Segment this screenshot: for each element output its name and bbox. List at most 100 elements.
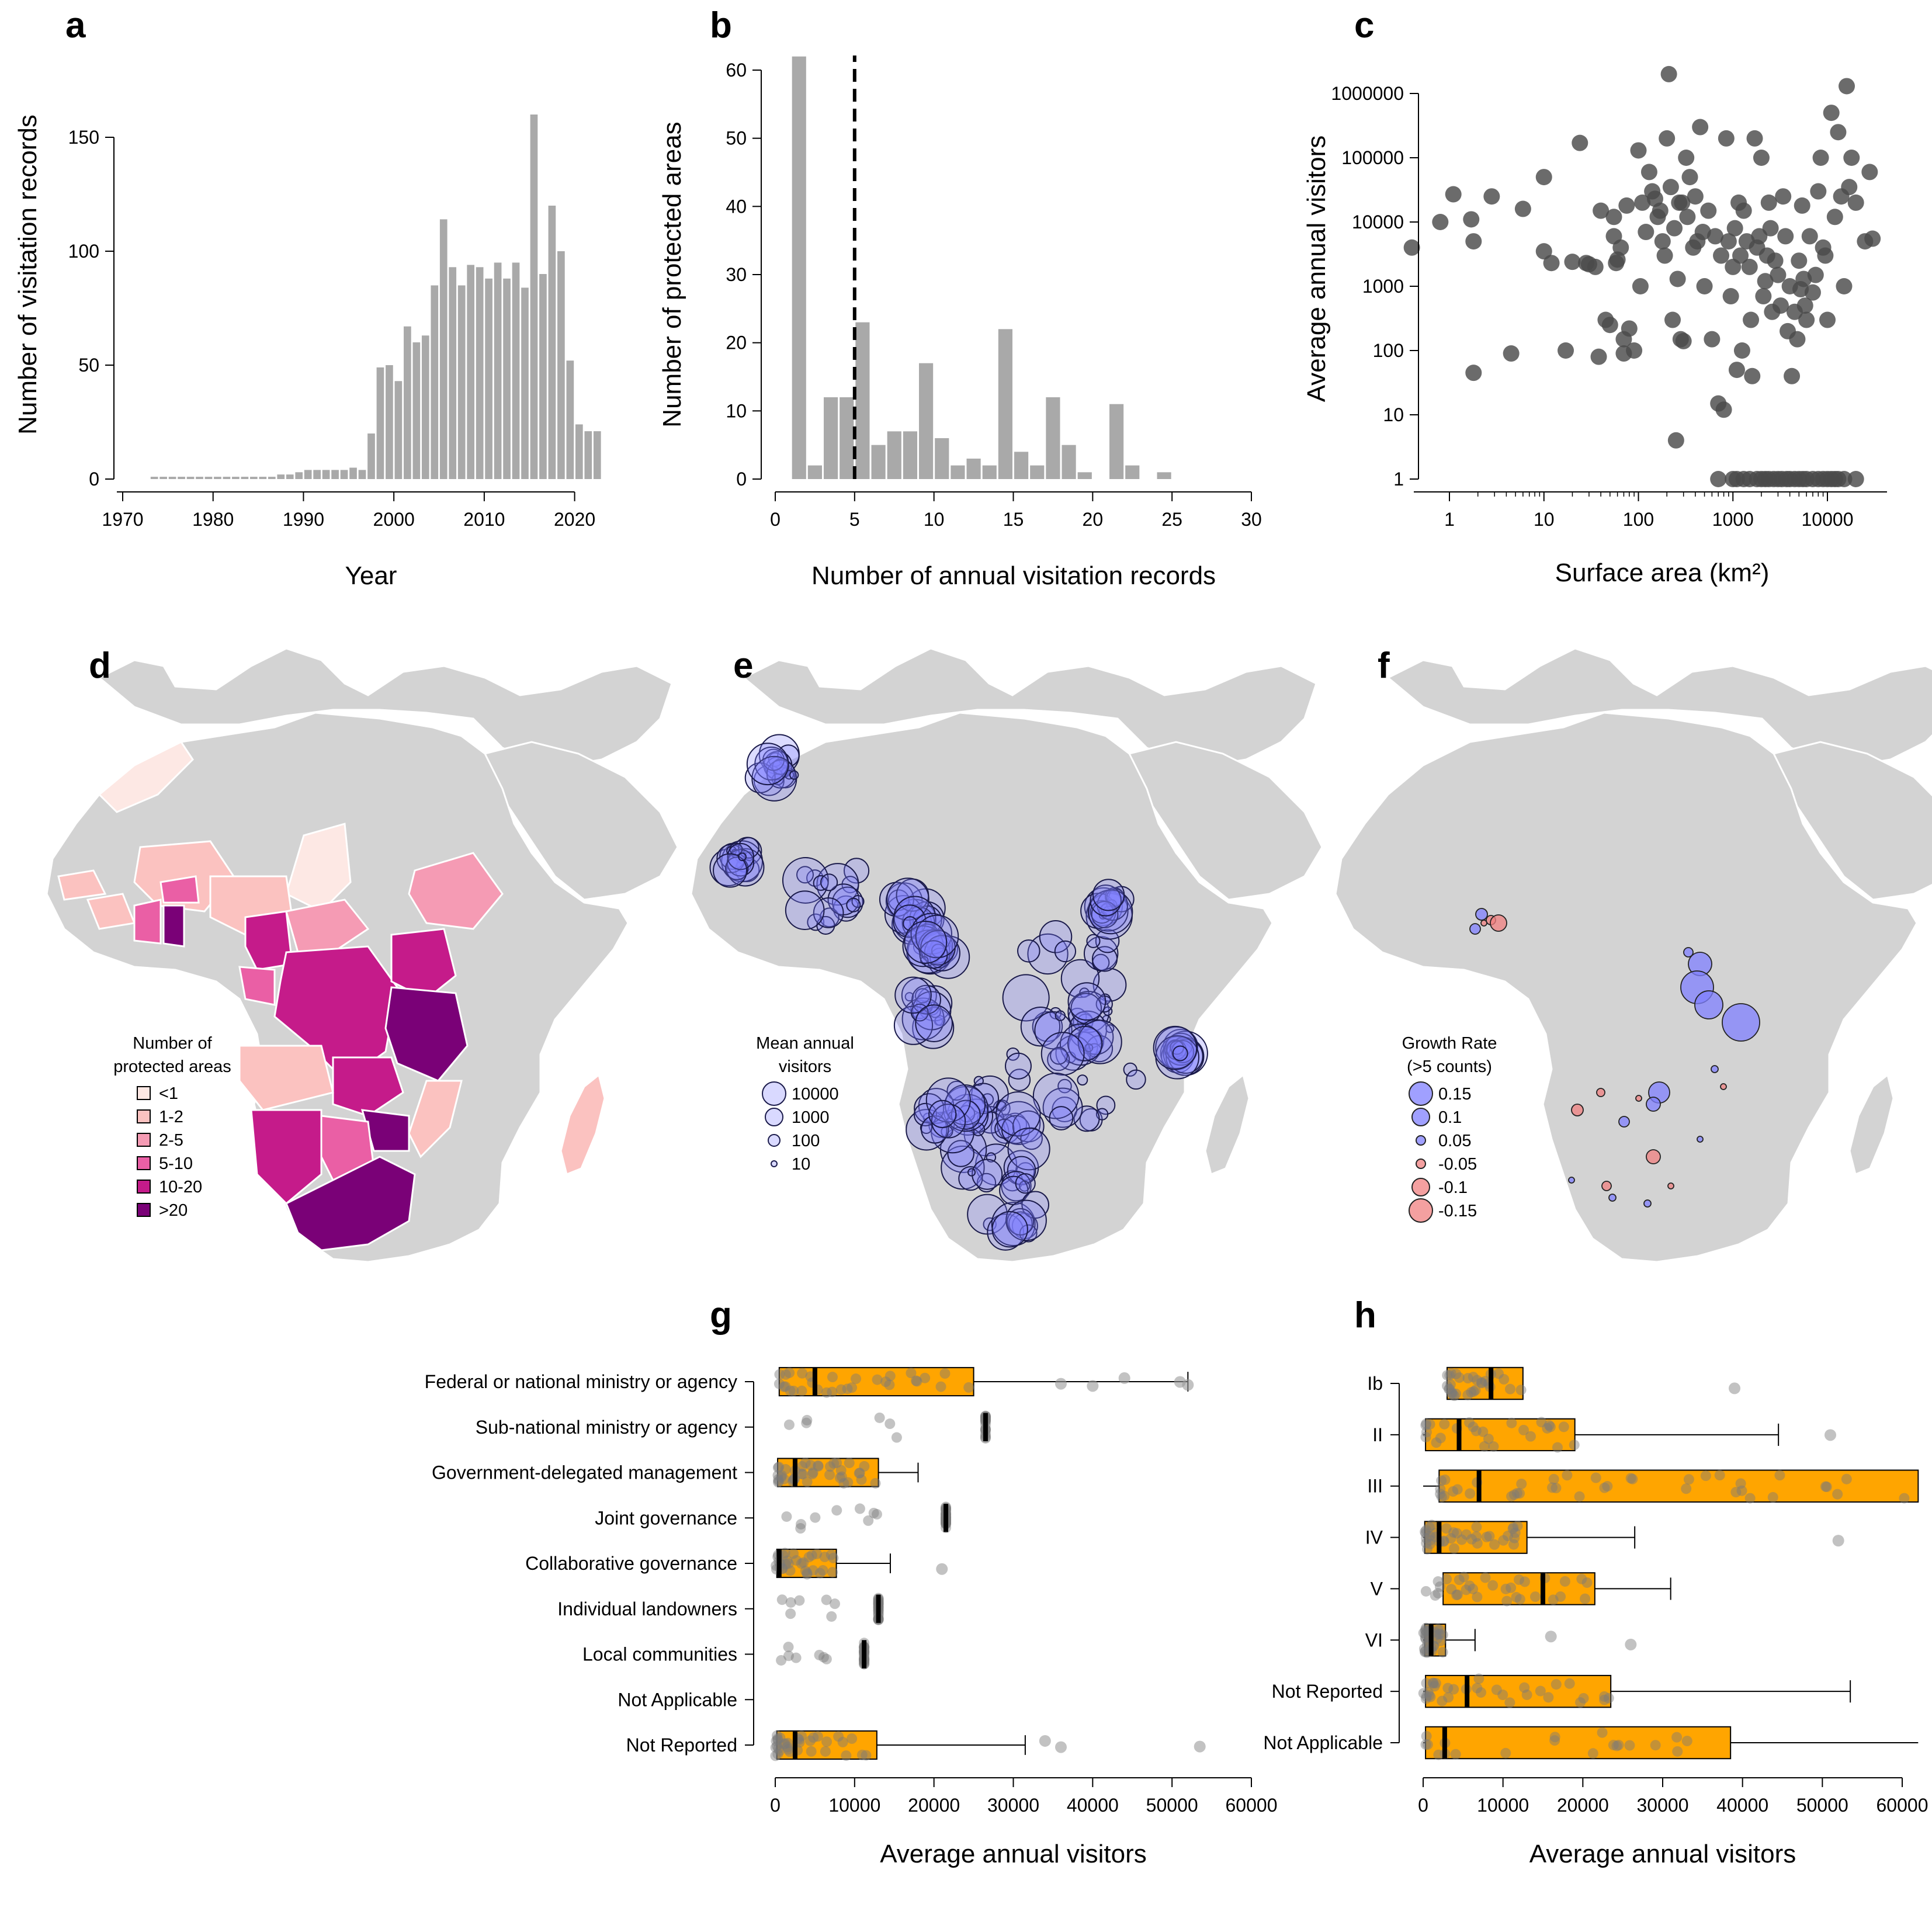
scatter-point: [1817, 247, 1834, 264]
bar-1982: [232, 477, 240, 479]
jitter-point: [1420, 1632, 1431, 1643]
visitor-bubble: [904, 992, 914, 1002]
jitter-point: [802, 1567, 813, 1578]
jitter-point: [1470, 1385, 1481, 1396]
map-d-land: [46, 647, 679, 1263]
jitter-point: [1421, 1678, 1432, 1689]
box: [778, 1366, 974, 1397]
scatter-point: [1621, 320, 1638, 337]
jitter-point: [1458, 1572, 1469, 1583]
country-ghana: [162, 904, 185, 948]
jitter-point: [783, 1650, 794, 1662]
visitor-bubble: [925, 1077, 971, 1123]
scatter-point: [1841, 179, 1858, 196]
x-axis-title: Surface area (km²): [1555, 559, 1770, 587]
map-f-arabia: [1772, 741, 1932, 901]
growth-negative-bubble: [1480, 920, 1487, 927]
jitter-point: [1448, 1684, 1459, 1695]
jitter-point: [1672, 1746, 1683, 1757]
x-tick-label: 1: [1444, 509, 1455, 530]
visitor-bubble: [904, 920, 948, 964]
growth-negative-bubble: [1490, 914, 1507, 932]
jitter-point: [1452, 1484, 1463, 1495]
jitter-point: [1424, 1521, 1435, 1532]
country-morocco: [98, 741, 194, 813]
scatter-point: [1810, 183, 1827, 200]
jitter-point: [818, 1652, 829, 1663]
jitter-point: [1683, 1474, 1694, 1485]
jitter-point: [847, 1733, 858, 1744]
jitter-point: [841, 1750, 852, 1761]
x-tick-label: 50000: [1796, 1795, 1848, 1816]
bar-1981: [223, 477, 231, 479]
legend-label: 0.1: [1438, 1108, 1462, 1127]
jitter-point: [1491, 1684, 1502, 1695]
jitter-point: [1439, 1418, 1450, 1430]
legend-title: Growth Rate: [1402, 1034, 1497, 1053]
visitor-bubble: [1019, 1224, 1038, 1243]
jitter-point: [1464, 1580, 1475, 1591]
legend-bubble: [768, 1134, 781, 1147]
jitter-point: [785, 1385, 796, 1396]
scatter-point: [1812, 150, 1829, 166]
jitter-point: [785, 1597, 796, 1608]
legend-bubble: [1409, 1081, 1433, 1106]
jitter-point: [1420, 1693, 1431, 1704]
jitter-point: [1424, 1538, 1435, 1549]
jitter-point: [1821, 1482, 1832, 1493]
visitor-bubble: [1126, 1069, 1146, 1090]
scatter-point: [1652, 202, 1669, 219]
growth-positive-bubble: [1469, 923, 1481, 935]
jitter-point: [1421, 1538, 1432, 1549]
jitter-point: [1456, 1534, 1467, 1545]
map-e-land: [690, 647, 1323, 1263]
country-angola: [238, 1045, 334, 1111]
bar-bin-9: [919, 363, 934, 479]
jitter-point: [1730, 1487, 1742, 1498]
jitter-point: [1442, 1683, 1454, 1694]
jitter-point: [1442, 1370, 1453, 1381]
jitter-point: [1425, 1691, 1436, 1702]
legend-bubble: [765, 1108, 783, 1126]
legend-label: 100: [792, 1132, 820, 1150]
jitter-point: [1444, 1370, 1455, 1381]
bar-2002: [412, 342, 421, 479]
jitter-point: [1489, 1539, 1500, 1550]
x-tick-label: 15: [1003, 509, 1024, 530]
jitter-point: [827, 1386, 838, 1397]
jitter-point: [844, 1458, 855, 1469]
jitter-point: [1420, 1625, 1431, 1636]
map-e-europe: [742, 647, 1317, 766]
jitter-point: [783, 1558, 794, 1569]
jitter-point: [1536, 1417, 1547, 1428]
scatter-point: [1726, 220, 1743, 237]
category-label: Sub-national ministry or agency: [476, 1417, 737, 1438]
visitor-bubble: [1084, 1043, 1094, 1053]
jitter-point: [827, 1372, 838, 1383]
visitor-bubble: [1015, 1173, 1036, 1194]
jitter-point: [779, 1548, 790, 1559]
jitter-point: [784, 1746, 795, 1757]
visitor-bubble: [1008, 1069, 1031, 1091]
panel-f-map-growth-rate: Growth Rate (>5 counts) 0.15 0.1 0.05 -0.05 -0…: [1334, 647, 1932, 1263]
jitter-point: [807, 1469, 818, 1480]
jitter-point: [1700, 1470, 1711, 1482]
jitter-point: [1441, 1573, 1452, 1584]
jitter-point: [1602, 1480, 1613, 1492]
jitter-point: [784, 1367, 795, 1378]
jitter-point: [1476, 1378, 1487, 1389]
scatter-point: [1692, 119, 1709, 136]
visitor-bubble: [911, 984, 941, 1015]
outlier-point: [1729, 1382, 1740, 1395]
jitter-point: [842, 1383, 853, 1395]
visitor-bubble: [846, 897, 861, 913]
x-tick-label: 10: [924, 509, 945, 530]
jitter-point: [1506, 1582, 1517, 1593]
jitter-point: [1744, 1493, 1756, 1504]
jitter-point: [1436, 1475, 1447, 1486]
bar-1988: [286, 474, 294, 479]
scatter-point: [1564, 254, 1581, 270]
jitter-point: [772, 1749, 783, 1760]
visitor-bubble: [915, 914, 959, 959]
jitter-point: [1423, 1687, 1434, 1698]
